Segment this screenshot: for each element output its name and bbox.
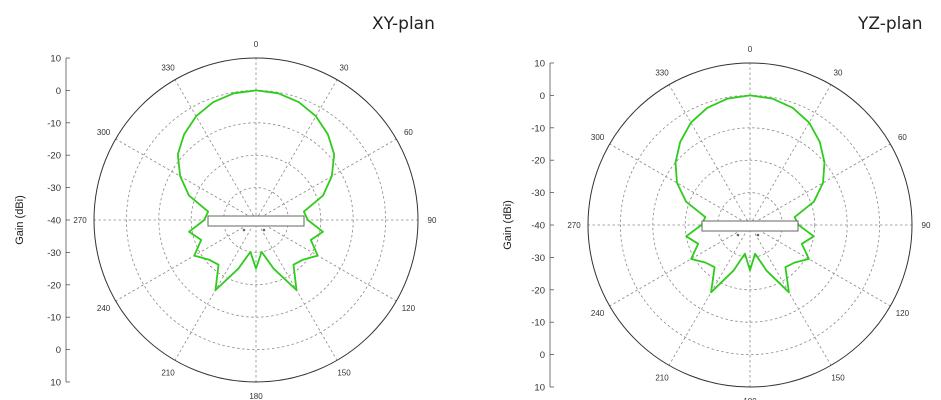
yz-plan-radial-tick-label: -30 [531, 188, 545, 199]
xy-plan-radial-tick-label: 10 [50, 378, 61, 389]
xy-plan-radial-tick-label: -10 [47, 313, 61, 324]
xy-plan-outer-circle [93, 57, 419, 383]
yz-plan-device-marker [736, 233, 740, 237]
xy-plan-angle-label: 60 [404, 128, 413, 137]
xy-plan-grid-spoke [255, 138, 397, 221]
xy-plan-grid-spoke [115, 219, 257, 302]
xy-plan-grid-ring [190, 154, 322, 286]
xy-plan-radial-tick-label: -10 [47, 118, 61, 129]
yz-plan-grid-spoke [749, 224, 832, 366]
yz-plan-angle-label: 60 [898, 133, 907, 142]
yz-plan-y-axis-title: Gain (dBi) [502, 200, 514, 250]
xy-plan-angle-label: 180 [249, 392, 263, 400]
yz-plan-angle-label: 270 [567, 221, 581, 230]
xy-plan-radial-tick-label: 10 [50, 54, 61, 65]
yz-plan-radial-tick-label: 10 [534, 59, 545, 70]
yz-plan-gain-pattern-line [674, 94, 826, 294]
xy-plan-grid-spoke [255, 219, 397, 302]
yz-plan-radial-tick-label: -30 [531, 253, 545, 264]
xy-plan-angle-label: 270 [73, 216, 87, 225]
yz-plan-grid-spoke [749, 84, 832, 226]
xy-plan-angle-label: 330 [161, 64, 175, 73]
yz-plan-radial-tick-label: 10 [534, 383, 545, 394]
xy-plan-title: XY-plan [372, 14, 435, 34]
yz-plan-angle-label: 330 [655, 69, 669, 78]
xy-plan-gain-pattern-line [176, 89, 336, 292]
yz-plan-grid-spoke [609, 224, 751, 307]
xy-plan-grid-spoke [255, 79, 338, 221]
xy-plan-polar-chart: 0 30 60 90 120 150 180 210 240 270 300 330 10 0 -10 -20… [14, 40, 437, 400]
yz-plan-angle-label: 120 [896, 309, 910, 318]
xy-plan-radial-tick-label: 0 [56, 345, 61, 356]
xy-plan-angle-label: 120 [402, 304, 416, 313]
yz-plan-polar-chart: 0 30 60 90 120 150 180 210 240 270 300 330 10 0 -10 -20… [502, 45, 931, 400]
xy-plan-radial-tick-label: 0 [56, 86, 61, 97]
yz-plan-grid-spoke [749, 224, 891, 307]
xy-plan-radial-tick-label: -30 [47, 183, 61, 194]
xy-plan-radial-tick-label: -20 [47, 151, 61, 162]
yz-plan-grid-spoke [668, 84, 751, 226]
yz-plan-radial-tick-label: -10 [531, 123, 545, 134]
xy-plan-angle-label: 300 [97, 128, 111, 137]
yz-plan-radial-tick-label: -20 [531, 156, 545, 167]
yz-plan-title: YZ-plan [858, 14, 923, 34]
xy-plan-y-axis-title: Gain (dBi) [14, 195, 26, 245]
yz-plan-radial-tick-label: -40 [531, 221, 545, 232]
yz-plan-radial-tick-label: -20 [531, 285, 545, 296]
yz-plan-grid-ring [684, 159, 816, 291]
xy-plan-angle-label: 90 [428, 216, 437, 225]
yz-plan-radial-tick-label: -10 [531, 318, 545, 329]
yz-plan-device-outline [701, 220, 799, 232]
xy-plan-angle-label: 150 [337, 368, 351, 377]
xy-plan-grid-spoke [115, 138, 257, 221]
xy-plan-angle-label: 210 [161, 368, 175, 377]
xy-plan-angle-label: 0 [254, 40, 259, 49]
yz-plan-angle-label: 300 [591, 133, 605, 142]
yz-plan-radial-tick-label: 0 [540, 350, 545, 361]
xy-plan-device-outline [207, 215, 305, 227]
yz-plan-grid-spoke [749, 143, 891, 226]
yz-plan-angle-label: 30 [834, 69, 843, 78]
xy-plan-grid-ring [125, 89, 387, 351]
xy-plan-radial-tick-label: -30 [47, 248, 61, 259]
xy-plan-device-marker [242, 228, 246, 232]
xy-plan-grid-spoke [174, 79, 257, 221]
xy-plan-angle-label: 240 [97, 304, 111, 313]
yz-plan-angle-label: 90 [922, 221, 931, 230]
yz-plan-angle-label: 240 [591, 309, 605, 318]
yz-plan-angle-label: 150 [831, 373, 845, 382]
yz-plan-angle-label: 0 [748, 45, 753, 54]
xy-plan-radial-tick-label: -40 [47, 216, 61, 227]
yz-plan-angle-label: 180 [743, 397, 757, 400]
yz-plan-radial-tick-label: 0 [540, 91, 545, 102]
yz-plan-outer-circle [587, 62, 913, 388]
xy-plan-device-marker [262, 228, 266, 232]
yz-plan-device-marker [756, 233, 760, 237]
xy-plan-radial-tick-label: -20 [47, 280, 61, 291]
yz-plan-grid-spoke [668, 224, 751, 366]
yz-plan-angle-label: 210 [655, 373, 669, 382]
yz-plan-grid-spoke [609, 143, 751, 226]
xy-plan-angle-label: 30 [340, 64, 349, 73]
